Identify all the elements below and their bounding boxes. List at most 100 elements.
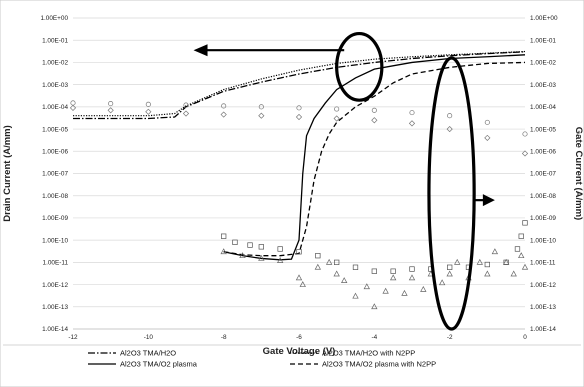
gate-square-marker bbox=[221, 233, 227, 239]
gate-diamond-marker bbox=[107, 107, 114, 114]
gate-diamond-marker bbox=[521, 150, 529, 157]
gate-triangle-marker bbox=[363, 283, 370, 290]
series-line bbox=[73, 50, 526, 117]
annotation-ellipse bbox=[427, 56, 476, 331]
gate-diamond-marker bbox=[408, 120, 416, 127]
gate-triangle-marker bbox=[276, 257, 284, 263]
y-tick-label-right: 1.00E-08 bbox=[530, 193, 556, 200]
gate-circle-marker bbox=[334, 106, 340, 112]
label-layer: Gate Voltage (V) Drain Current (A/mm) Ga… bbox=[2, 125, 584, 357]
gate-triangle-marker bbox=[341, 277, 348, 284]
y-tick-label-left: 1.00E-04 bbox=[42, 104, 68, 111]
y-tick-label-right: 1.00E-03 bbox=[530, 82, 556, 89]
gate-square-marker bbox=[447, 264, 453, 270]
x-tick-label: 0 bbox=[523, 334, 527, 341]
gate-circle-marker bbox=[145, 101, 151, 107]
gate-triangle-marker bbox=[295, 274, 303, 281]
x-axis-label: Gate Voltage (V) bbox=[263, 346, 336, 357]
gate-diamond-marker bbox=[182, 110, 190, 117]
gate-diamond-marker bbox=[69, 104, 77, 111]
y-tick-label-right: 1.00E-07 bbox=[530, 171, 556, 178]
y-tick-label-left: 1.00E-01 bbox=[42, 37, 68, 44]
gate-diamond-marker bbox=[145, 108, 152, 115]
y-tick-label-left: 1.00E-07 bbox=[42, 171, 68, 178]
y-tick-label-left: 1.00E-14 bbox=[42, 326, 68, 333]
legend-entry: Al2O3 TMA/H2O with N2PP bbox=[322, 349, 415, 358]
gate-circle-marker bbox=[522, 131, 528, 137]
gate-circle-marker bbox=[447, 113, 453, 119]
gate-circle-marker bbox=[296, 105, 302, 111]
marker-layer bbox=[69, 100, 529, 310]
annotation-layer bbox=[193, 31, 495, 331]
gate-triangle-marker bbox=[352, 292, 359, 299]
y-tick-label-left: 1.00E-12 bbox=[42, 282, 68, 289]
y-tick-label-left: 1.00E+00 bbox=[40, 15, 68, 22]
gate-triangle-marker bbox=[518, 252, 525, 259]
gate-triangle-marker bbox=[325, 258, 333, 265]
gate-triangle-marker bbox=[502, 258, 510, 265]
gate-triangle-marker bbox=[521, 263, 529, 270]
axis-layer: 1.00E+00 1.00E+00 1.00E-01 1.00E-01 1.00E-02… bbox=[40, 15, 558, 341]
gate-triangle-marker bbox=[484, 270, 491, 277]
gate-circle-marker bbox=[258, 104, 264, 110]
y-tick-label-right: 1.00E-13 bbox=[530, 304, 556, 311]
series-layer bbox=[73, 50, 526, 261]
y-tick-label-left: 1.00E-09 bbox=[42, 215, 68, 222]
gate-triangle-marker bbox=[258, 254, 265, 261]
y-tick-label-left: 1.00E-10 bbox=[42, 237, 68, 244]
gate-diamond-marker bbox=[295, 113, 303, 121]
gate-square-marker bbox=[522, 220, 528, 226]
annotation-arrow-head bbox=[482, 194, 495, 207]
y-tick-label-left: 1.00E-05 bbox=[42, 126, 68, 133]
gate-triangle-marker bbox=[454, 258, 461, 265]
y-tick-label-right: 1.00E-06 bbox=[530, 148, 556, 155]
gate-triangle-marker bbox=[333, 270, 340, 277]
gate-square-marker bbox=[518, 233, 524, 239]
gate-square-marker bbox=[296, 249, 302, 255]
x-tick-label: -12 bbox=[68, 334, 78, 341]
y-tick-label-right: 1.00E-10 bbox=[530, 237, 556, 244]
gate-triangle-marker bbox=[510, 270, 517, 277]
gate-circle-marker bbox=[484, 119, 490, 125]
gate-triangle-marker bbox=[382, 287, 389, 294]
gate-square-marker bbox=[514, 246, 521, 252]
gate-diamond-marker bbox=[333, 115, 340, 122]
y-tick-label-right: 1.00E-12 bbox=[530, 282, 556, 289]
y-tick-label-right: 1.00E-09 bbox=[530, 215, 556, 222]
y-tick-label-right: 1.00E-02 bbox=[530, 60, 556, 67]
gate-diamond-marker bbox=[446, 125, 453, 133]
y-tick-label-left: 1.00E-13 bbox=[42, 304, 68, 311]
gate-diamond-marker bbox=[371, 117, 378, 124]
gate-square-marker bbox=[484, 261, 490, 268]
y-tick-label-left: 1.00E-08 bbox=[42, 193, 68, 200]
gate-square-marker bbox=[315, 253, 321, 259]
gate-circle-marker bbox=[409, 110, 415, 116]
gate-square-marker bbox=[390, 268, 396, 274]
legend-entry: Al2O3 TMA/O2 plasma with N2PP bbox=[322, 360, 436, 369]
gate-square-marker bbox=[334, 259, 340, 266]
gate-triangle-marker bbox=[220, 248, 227, 255]
x-tick-label: -4 bbox=[371, 334, 377, 341]
y-axis-label-right: Gate Current (A/mm) bbox=[573, 127, 584, 220]
y-tick-label-right: 1.00E-05 bbox=[530, 126, 556, 133]
x-tick-label: -10 bbox=[144, 334, 154, 341]
gate-square-marker bbox=[409, 266, 415, 272]
gate-circle-marker bbox=[221, 103, 227, 109]
gate-square-marker bbox=[258, 244, 264, 250]
gate-triangle-marker bbox=[438, 279, 446, 286]
legend: Al2O3 TMA/H2O Al2O3 TMA/H2O with N2PP Al2O… bbox=[3, 344, 581, 369]
legend-entry: Al2O3 TMA/O2 plasma bbox=[120, 360, 198, 369]
gate-triangle-marker bbox=[408, 274, 416, 281]
gate-square-marker bbox=[371, 268, 377, 274]
gate-triangle-marker bbox=[476, 258, 483, 265]
gate-square-marker bbox=[247, 242, 253, 248]
y-tick-label-right: 1.00E-01 bbox=[530, 37, 556, 44]
y-tick-label-left: 1.00E-06 bbox=[42, 148, 68, 155]
gate-diamond-marker bbox=[220, 111, 227, 118]
series-line bbox=[223, 61, 526, 257]
x-tick-label: -2 bbox=[447, 334, 453, 341]
gate-triangle-marker bbox=[420, 285, 427, 292]
gate-square-marker bbox=[277, 246, 283, 252]
